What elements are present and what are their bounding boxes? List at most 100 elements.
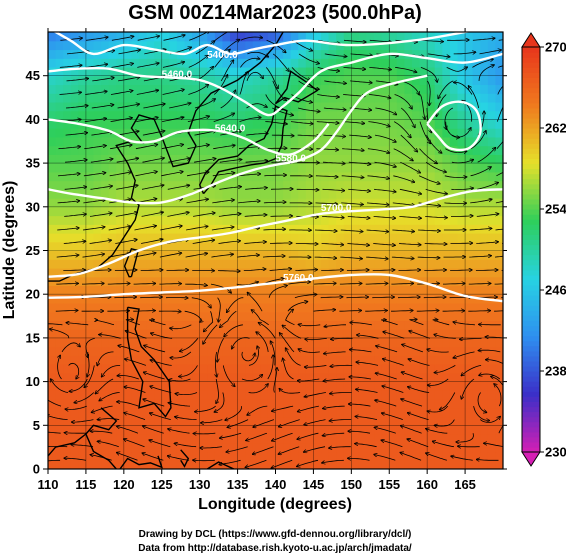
field-cell xyxy=(495,381,503,391)
field-cell xyxy=(305,434,315,444)
field-cell xyxy=(480,250,489,260)
colorbar-segment xyxy=(522,67,540,73)
field-cell xyxy=(230,101,239,112)
field-cell xyxy=(283,372,292,383)
field-cell xyxy=(328,58,337,68)
field-cell xyxy=(366,372,375,383)
field-cell xyxy=(55,425,64,435)
streamline xyxy=(193,213,215,217)
field-cell xyxy=(139,189,148,199)
field-cell xyxy=(290,407,299,418)
field-cell xyxy=(298,276,307,287)
x-axis: 110 115 120 125 130 135 140 145 150 155 160 165 xyxy=(38,28,476,492)
colorbar-segment xyxy=(522,290,540,296)
field-cell xyxy=(290,49,299,59)
field-cell xyxy=(343,364,352,374)
streamline xyxy=(70,378,88,391)
field-cell xyxy=(449,390,459,400)
field-cell xyxy=(169,381,178,391)
field-cell xyxy=(381,171,390,182)
field-cell xyxy=(358,233,368,243)
streamline xyxy=(374,161,397,167)
field-cell xyxy=(131,171,140,182)
field-cell xyxy=(366,364,375,374)
streamline xyxy=(496,106,503,122)
streamline xyxy=(330,420,352,421)
field-cell xyxy=(389,189,398,199)
contour-label: 5400.0 xyxy=(207,50,238,61)
field-cell xyxy=(260,93,269,103)
field-cell xyxy=(169,119,178,129)
field-cell xyxy=(442,215,451,225)
field-cell xyxy=(366,434,375,444)
field-cell xyxy=(343,355,352,365)
field-cell xyxy=(70,49,79,59)
streamline xyxy=(373,216,396,218)
field-cell xyxy=(495,311,503,322)
field-cell xyxy=(472,32,481,42)
field-cell xyxy=(290,381,299,391)
streamline xyxy=(470,167,491,177)
field-cell xyxy=(108,180,117,190)
field-cell xyxy=(290,241,299,252)
field-cell xyxy=(48,241,57,252)
field-cell xyxy=(313,407,322,418)
field-cell xyxy=(480,425,489,435)
field-cell xyxy=(328,119,337,129)
field-cell xyxy=(176,407,186,418)
field-cell xyxy=(85,390,95,400)
streamline xyxy=(348,458,370,461)
streamline xyxy=(375,107,396,115)
field-cell xyxy=(169,58,178,68)
field-cell xyxy=(116,101,125,112)
streamline xyxy=(86,37,108,41)
field-cell xyxy=(465,154,474,164)
streamline xyxy=(115,213,138,217)
field-cell xyxy=(434,442,443,453)
field-cell xyxy=(313,119,322,129)
field-cell xyxy=(472,346,481,356)
field-cell xyxy=(336,180,345,190)
field-cell xyxy=(192,407,201,418)
field-cell xyxy=(93,84,102,94)
streamline xyxy=(243,269,266,271)
field-cell xyxy=(123,206,133,217)
streamline xyxy=(496,171,503,177)
streamline xyxy=(349,404,371,407)
field-cell xyxy=(351,425,360,435)
field-cell xyxy=(169,189,178,199)
streamline xyxy=(419,121,430,144)
field-cell xyxy=(267,346,277,356)
field-cell xyxy=(267,372,277,383)
streamline xyxy=(366,202,389,205)
field-cell xyxy=(131,337,140,348)
field-cell xyxy=(434,66,443,77)
field-cell xyxy=(245,119,254,129)
field-cell xyxy=(108,390,117,400)
field-cell xyxy=(449,460,459,469)
field-cell xyxy=(199,416,208,426)
field-cell xyxy=(108,311,117,322)
field-cell xyxy=(374,425,383,435)
field-cell xyxy=(237,329,246,339)
field-cell xyxy=(290,337,299,348)
field-cell xyxy=(139,171,148,182)
field-cell xyxy=(139,259,148,269)
field-cell xyxy=(480,206,489,217)
field-cell xyxy=(85,364,95,374)
field-cell xyxy=(161,425,170,435)
field-cell xyxy=(237,110,246,120)
field-cell xyxy=(328,355,337,365)
field-cell xyxy=(207,189,216,199)
field-cell xyxy=(214,372,224,383)
streamline xyxy=(252,310,269,326)
field-cell xyxy=(480,66,489,77)
field-cell xyxy=(214,58,224,68)
field-cell xyxy=(404,32,413,42)
field-cell xyxy=(396,337,406,348)
field-cell xyxy=(93,329,102,339)
streamline xyxy=(343,40,366,42)
field-cell xyxy=(305,337,315,348)
field-cell xyxy=(381,346,390,356)
field-cell xyxy=(131,442,140,453)
